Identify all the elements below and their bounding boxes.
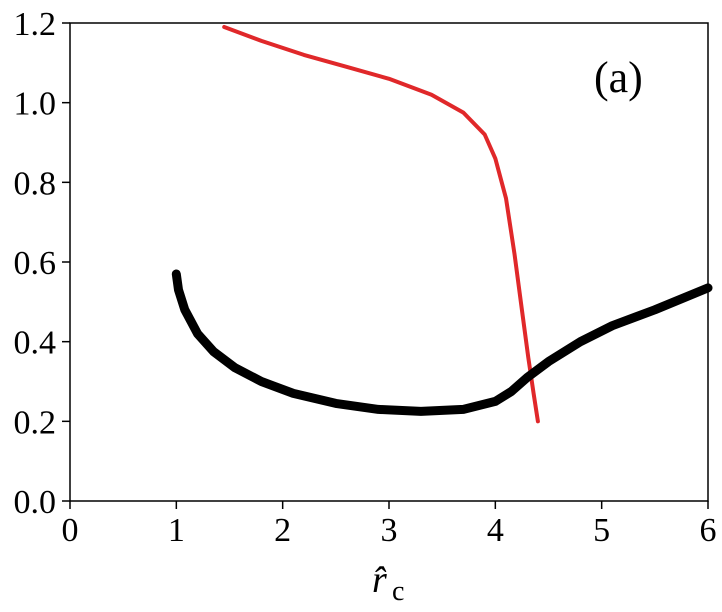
series-line-1 [171, 269, 713, 416]
x-tick-label: 1 [168, 512, 185, 549]
series-line-0 [222, 25, 540, 424]
y-tick-label: 0.2 [14, 404, 57, 441]
x-axis: 0 1 2 3 4 5 6 [62, 501, 717, 549]
y-tick-label: 1.2 [14, 6, 57, 43]
panel-label: (a) [594, 53, 643, 102]
y-tick-label: 1.0 [14, 86, 57, 123]
y-tick-label: 0.8 [14, 165, 57, 202]
x-tick-label: 6 [700, 512, 717, 549]
x-tick-label: 4 [487, 512, 504, 549]
y-tick-label: 0.4 [14, 325, 57, 362]
x-axis-title: r̂ [372, 559, 387, 601]
x-tick-label: 0 [62, 512, 79, 549]
y-tick-label: 0.6 [14, 245, 57, 282]
y-tick-label: 0.0 [14, 484, 57, 521]
x-tick-label: 3 [381, 512, 398, 549]
x-tick-label: 5 [593, 512, 610, 549]
x-axis-title-subscript: c [392, 576, 404, 607]
y-axis: 0.0 0.2 0.4 0.6 0.8 1.0 1.2 [14, 6, 70, 521]
x-tick-label: 2 [274, 512, 291, 549]
plot-area [171, 25, 713, 424]
